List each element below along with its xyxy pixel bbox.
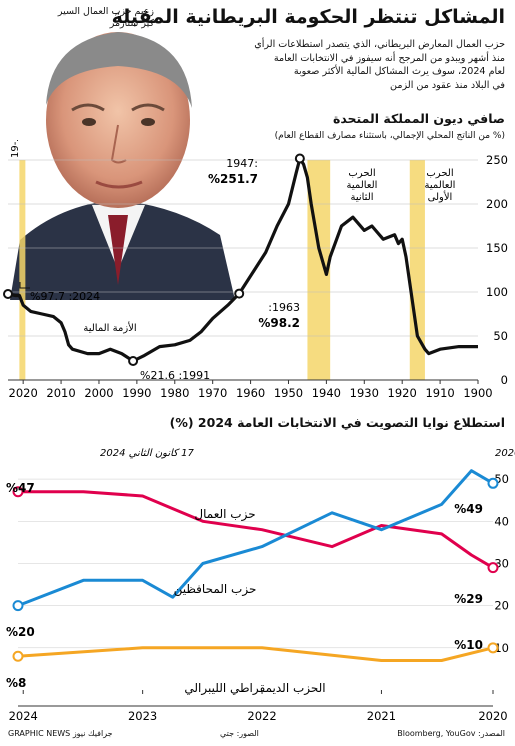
page-title: المشاكل تنتظر الحكومة البريطانية المقبلة: [111, 6, 505, 28]
poll-end-point: [12, 486, 24, 498]
photo-caption: زعيم حزب العمال السير كير ستارمر: [34, 6, 154, 30]
debt-line: [7, 156, 478, 363]
series-label-libdem: الحزب الديمقراطي الليبرالي: [184, 681, 325, 696]
annotation-1963-value: %98.2: [258, 316, 300, 330]
poll-chart: 10203040502024202320222021202026 كانون ا…: [6, 448, 515, 723]
y-tick-label: 50: [493, 329, 508, 343]
shade-label-ww1: العالمية: [425, 180, 456, 191]
y-tick-label: 200: [486, 197, 508, 211]
x-tick-label: 2020: [478, 709, 507, 723]
x-tick-label: 1930: [350, 386, 379, 400]
x-tick-label: 2021: [367, 709, 396, 723]
x-tick-label: 1950: [274, 386, 303, 400]
y-tick-label: 20: [494, 599, 509, 613]
poll-start-point: [487, 642, 499, 654]
poll-end-value: %8: [6, 676, 26, 690]
photo-credit: الصور: جتي: [220, 729, 259, 738]
x-tick-label: 2010: [46, 386, 75, 400]
highlight-point: [3, 289, 13, 300]
annotation-2024-text: %97.7 :2024: [30, 290, 100, 303]
annotation-1947-year: 1947:: [226, 157, 258, 170]
x-tick-label: 2000: [84, 386, 113, 400]
poll-start-value: %29: [454, 592, 483, 606]
highlight-point: [128, 355, 139, 366]
x-tick-label: 1900: [463, 386, 492, 400]
intro-text: حزب العمال المعارض البريطاني، الذي يتصدر…: [205, 38, 505, 92]
poll-line-1: [17, 469, 494, 607]
shade-label-ww1: الحرب: [426, 168, 453, 179]
poll-end-point: [12, 650, 24, 662]
intro-line: في البلاد منذ عقود من الزمن: [390, 79, 505, 91]
poll-chart-title: استطلاع نوايا التصويت في الانتخابات العا…: [169, 415, 505, 430]
poll-end-note: 17 كانون الثاني 2024: [100, 448, 194, 459]
annotation-1947-value: %251.7: [208, 172, 258, 186]
x-tick-label: 1920: [388, 386, 417, 400]
source-note: المصدر: Bloomberg, YouGov: [397, 729, 505, 738]
poll-end-value: %20: [6, 625, 35, 639]
x-tick-label: 1940: [312, 386, 341, 400]
series-label-labour: حزب العمال: [194, 507, 255, 522]
poll-line-0: [18, 490, 494, 569]
y-tick-label: 0: [501, 373, 508, 387]
y-tick-label: 250: [486, 153, 508, 167]
debt-chart-title: صافي ديون المملكة المتحدة: [332, 111, 505, 126]
x-tick-label: 1970: [198, 386, 227, 400]
annotation-financial-crisis: الأزمة المالية: [83, 321, 136, 334]
intro-line: لعام 2024، سوف يرث المشاكل المالية الأكث…: [293, 66, 505, 77]
annotation-1991-text: %21.6 :1991: [140, 369, 210, 382]
highlight-point: [294, 153, 305, 164]
debt-chart-subtitle: (% من الناتج المحلي الإجمالي، باستثناء م…: [274, 131, 505, 141]
shaded-period: [409, 160, 425, 380]
y-tick-label: 150: [486, 241, 508, 255]
portrait-illustration: [10, 32, 235, 300]
x-tick-label: 2024: [9, 709, 38, 723]
intro-line: منذ أشهر ويبدو من المرجح أنه سيفوز في ال…: [273, 52, 505, 64]
shade-label-covid: كوفيد-19: [10, 140, 21, 158]
brand-logo: GRAPHIC NEWS جرافيك نيوز: [8, 729, 113, 738]
x-tick-label: 1910: [425, 386, 454, 400]
shade-label-ww1: الأولى: [428, 190, 453, 203]
poll-line-2: [17, 646, 494, 662]
photo-caption-line: زعيم حزب العمال السير: [57, 6, 154, 17]
annotation-1963-year: :1963: [268, 301, 300, 314]
y-tick-label: 40: [494, 514, 509, 528]
x-tick-label: 2022: [247, 709, 276, 723]
shade-label-ww2: العالمية: [347, 180, 378, 191]
x-tick-label: 2020: [9, 386, 38, 400]
y-tick-label: 100: [486, 285, 508, 299]
photo-caption-line: كير ستارمر: [109, 18, 154, 29]
poll-end-value: %47: [6, 481, 35, 495]
shade-label-ww2: الثانية: [350, 192, 373, 203]
poll-start-note: 26 كانون الثاني (يناير) 2020: [495, 448, 515, 459]
debt-chart: 0 50 100 150 200 250 2020 2010 2000 1990 1980 1970 1…: [3, 140, 508, 400]
shade-label-ww2: الحرب: [348, 168, 375, 179]
poll-end-point: [12, 600, 24, 612]
poll-start-point: [487, 562, 499, 574]
x-tick-label: 1960: [236, 386, 265, 400]
y-tick-label: 10: [494, 641, 509, 655]
poll-start-value: %10: [454, 638, 483, 652]
annotation-2024-pointer: [19, 282, 30, 289]
intro-line: حزب العمال المعارض البريطاني، الذي يتصدر…: [254, 39, 505, 50]
series-label-conservative: حزب المحافظين: [174, 582, 257, 597]
shaded-period: [19, 160, 26, 380]
highlight-point: [234, 288, 245, 299]
poll-start-point: [487, 477, 499, 489]
x-tick-label: 1990: [122, 386, 151, 400]
poll-start-value: %49: [454, 502, 483, 516]
x-tick-label: 1980: [160, 386, 189, 400]
x-tick-label: 2023: [128, 709, 157, 723]
